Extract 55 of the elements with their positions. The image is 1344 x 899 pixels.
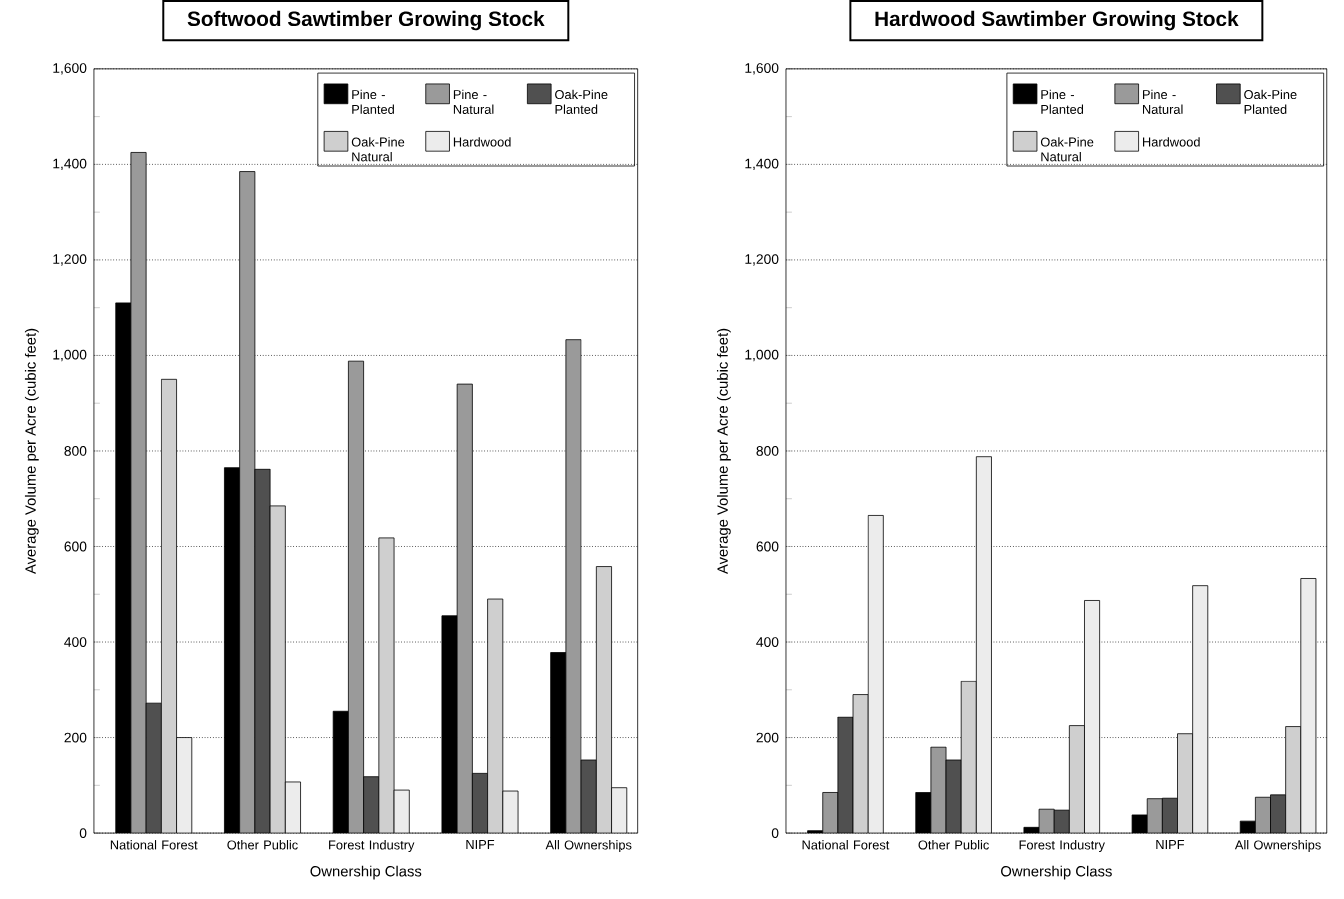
x-tick-label: NIPF (1156, 839, 1185, 849)
x-tick-label: NIPF (466, 839, 495, 849)
bar (1300, 577, 1317, 833)
bar (160, 378, 177, 833)
y-tick-label: 400 (64, 636, 87, 647)
y-tick-label: 1,600 (53, 63, 87, 75)
legend-label: Pine - Planted (1041, 89, 1084, 114)
y-tick-label: 200 (64, 732, 87, 743)
legend-label: Hardwood (1143, 136, 1200, 147)
x-tick-label: National Forest (802, 839, 890, 850)
x-tick-label: Other Public (227, 839, 298, 850)
bar (867, 514, 884, 833)
legend-label: Pine - Planted (352, 89, 394, 114)
legend-label: Hardwood (453, 136, 511, 147)
bar (487, 598, 504, 833)
y-tick-label: 1,000 (53, 349, 87, 361)
bar (975, 456, 992, 833)
y-tick-label: 600 (756, 541, 779, 552)
bar (1192, 585, 1209, 833)
y-axis-title: Average Volume per Acre (cubic feet) (24, 328, 39, 574)
x-tick-label: National Forest (110, 839, 198, 850)
bar (269, 505, 286, 833)
x-tick-label: Other Public (918, 839, 989, 850)
chart-title: Softwood Sawtimber Growing Stock (187, 10, 545, 31)
bar (595, 566, 612, 833)
y-tick-label: 1,000 (745, 349, 779, 361)
y-tick-label: 600 (64, 541, 87, 552)
legend-label: Oak-Pine Natural (351, 136, 405, 162)
legend-label: Oak-Pine Planted (555, 89, 608, 114)
y-tick-label: 1,600 (745, 63, 779, 75)
x-tick-label: Forest Industry (329, 839, 415, 852)
bar (1084, 599, 1101, 833)
x-tick-label: Forest Industry (1019, 839, 1105, 852)
y-tick-label: 0 (79, 828, 87, 838)
y-tick-label: 0 (771, 828, 779, 838)
bar (176, 737, 193, 833)
x-axis-title: Ownership Class (1001, 865, 1112, 880)
x-tick-label: All Ownerships (545, 839, 632, 852)
bar (945, 759, 962, 833)
y-tick-label: 1,400 (53, 158, 87, 170)
y-tick-label: 200 (756, 732, 779, 743)
y-tick-label: 800 (64, 445, 87, 456)
legend-label: Pine - Natural (453, 89, 494, 114)
legend-label: Oak-Pine Natural (1040, 136, 1094, 162)
legend-label: Pine - Natural (1143, 89, 1183, 114)
x-tick-label: All Ownerships (1234, 839, 1321, 852)
y-tick-label: 1,200 (745, 254, 779, 266)
legend-label: Oak-Pine Planted (1244, 89, 1297, 114)
y-tick-label: 1,200 (53, 254, 87, 266)
chart-title: Hardwood Sawtimber Growing Stock (875, 10, 1239, 31)
y-tick-label: 800 (756, 445, 779, 456)
x-axis-title: Ownership Class (310, 865, 422, 880)
y-tick-label: 1,400 (745, 158, 779, 170)
y-axis-title: Average Volume per Acre (cubic feet) (716, 328, 731, 574)
y-tick-label: 400 (756, 636, 779, 647)
